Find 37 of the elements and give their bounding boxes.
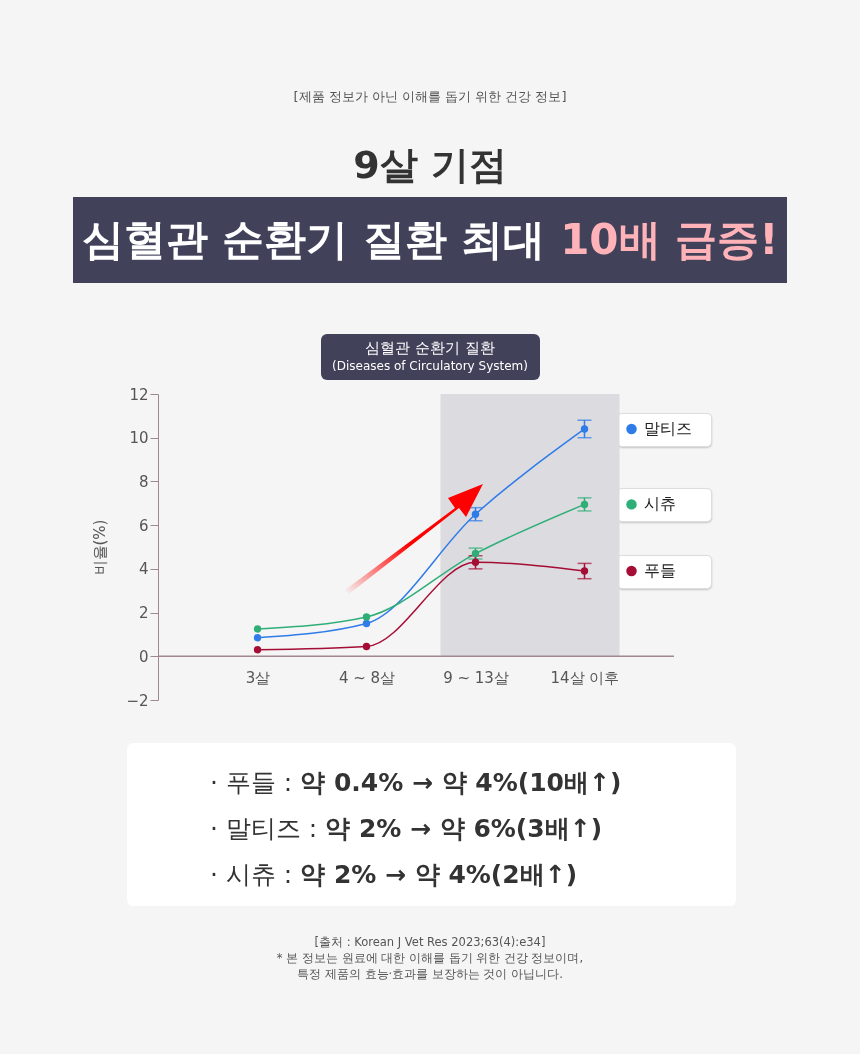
point — [471, 510, 480, 518]
legend-label: 시츄 — [643, 494, 676, 514]
text: · 시츄 : 약 2% → 약 4%(2배↑) — [210, 860, 578, 889]
x-tick-label: 14살 이후 — [550, 668, 620, 687]
y-tick-label: 10 — [129, 429, 149, 448]
point — [253, 625, 262, 633]
y-tick-label: 4 — [138, 560, 149, 579]
y-tick-label: 6 — [138, 516, 149, 535]
point — [362, 619, 371, 628]
text: 심혈관 순환기 질환 — [364, 339, 496, 358]
text: [제품 정보가 아닌 이해를 돕기 위한 건강 정보] — [292, 88, 568, 106]
y-tick-label: −2 — [126, 691, 149, 710]
x-tick-label: 9 ~ 13살 — [443, 668, 509, 687]
point — [362, 613, 371, 621]
point — [362, 642, 371, 651]
point — [253, 634, 262, 642]
text: 특정 제품의 효능·효과를 보장하는 것이 아닙니다. — [296, 966, 564, 982]
text: * 본 정보는 원료에 대한 이해를 돕기 위한 건강 정보이며, — [275, 950, 585, 966]
y-tick-label: 12 — [129, 385, 149, 404]
y-tick-label: 8 — [138, 472, 149, 491]
point — [580, 567, 589, 575]
y-tick-label: 2 — [138, 604, 149, 623]
legend-label: 푸들 — [643, 561, 676, 581]
x-tick-label: 3살 — [245, 668, 271, 687]
chart-subtitle: 심혈관 순환기 질환 최대 10배 급증! — [80, 214, 780, 266]
text: (Diseases of Circulatory System) — [331, 359, 529, 373]
text: · 푸들 : 약 0.4% → 약 4%(10배↑) — [210, 768, 622, 797]
x-tick-label: 4 ~ 8살 — [338, 668, 396, 687]
text: · 말티즈 : 약 2% → 약 6%(3배↑) — [210, 814, 603, 843]
text: [출처 : Korean J Vet Res 2023;63(4):e34] — [313, 934, 547, 950]
point — [253, 646, 262, 654]
legend-label: 말티즈 — [643, 418, 692, 438]
point — [471, 558, 480, 566]
point — [580, 425, 589, 433]
y-tick-label: 0 — [138, 647, 149, 666]
y-axis-title: 비율(%) — [91, 519, 110, 576]
chart-title: 9살 기점 — [352, 142, 508, 189]
